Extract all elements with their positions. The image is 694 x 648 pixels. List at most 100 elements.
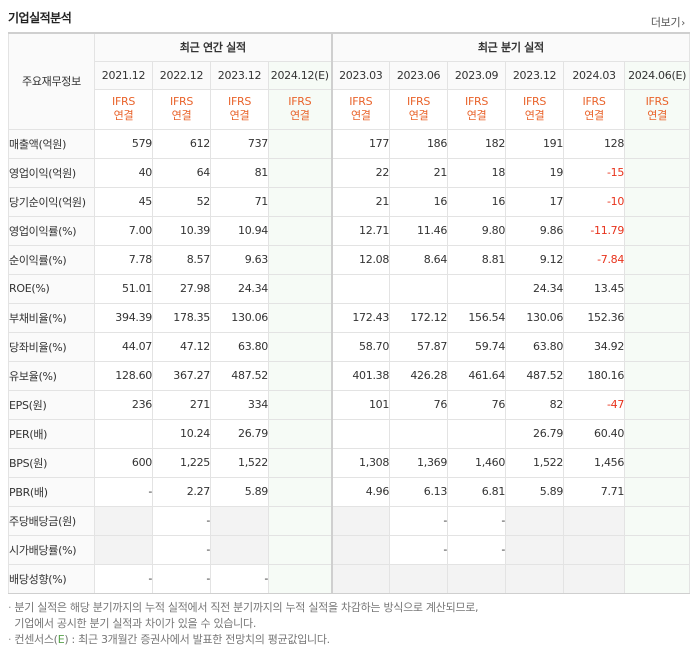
row-label: BPS(원) — [8, 447, 95, 478]
ifrs-basis: IFRS 연결 — [210, 88, 269, 130]
data-cell: 394.39 — [94, 302, 153, 333]
data-cell: -7.84 — [563, 244, 626, 275]
data-cell: 461.64 — [447, 360, 507, 391]
data-cell: 60.40 — [563, 418, 626, 449]
ifrs-basis: IFRS 연결 — [624, 88, 691, 130]
data-cell: 26.79 — [505, 418, 565, 449]
data-cell: 8.57 — [152, 244, 211, 275]
row-label: 매출액(억원) — [8, 128, 95, 159]
table-row: 유보율(%) 128.60 367.27 487.52 401.38 426.28 461.… — [8, 360, 691, 391]
data-cell — [505, 563, 565, 594]
data-cell — [94, 534, 153, 565]
ifrs-basis: IFRS 연결 — [505, 88, 565, 130]
footnote-1: · 분기 실적은 해당 분기까지의 누적 실적에서 직전 분기까지의 누적 실적… — [8, 601, 479, 614]
row-label: 당기순이익(억원) — [8, 186, 95, 217]
data-cell — [624, 128, 691, 159]
ifrs-basis: IFRS 연결 — [267, 88, 333, 130]
row-label: EPS(원) — [8, 389, 95, 420]
data-cell: 16 — [389, 186, 449, 217]
data-cell: - — [389, 505, 449, 536]
data-cell: 180.16 — [563, 360, 626, 391]
footnote-2: · 컨센서스(E) : 최근 3개월간 증권사에서 발표한 전망치의 평균값입니… — [8, 633, 330, 646]
data-cell: 177 — [330, 128, 391, 159]
data-cell: 186 — [389, 128, 449, 159]
data-cell: 4.96 — [330, 476, 391, 507]
data-cell: 24.34 — [210, 273, 269, 304]
data-cell — [624, 157, 691, 188]
data-cell: - — [389, 534, 449, 565]
data-cell: -47 — [563, 389, 626, 420]
data-cell: 76 — [447, 389, 507, 420]
data-cell: 271 — [152, 389, 211, 420]
data-cell: 579 — [94, 128, 153, 159]
data-cell — [94, 418, 153, 449]
data-cell — [624, 447, 691, 478]
ifrs-sub: 연결 — [113, 109, 134, 122]
data-cell — [267, 476, 333, 507]
data-cell — [267, 534, 333, 565]
data-cell — [624, 244, 691, 275]
data-cell — [389, 418, 449, 449]
data-cell: 172.12 — [389, 302, 449, 333]
ifrs-label: IFRS — [523, 95, 547, 108]
data-cell — [624, 331, 691, 362]
data-cell — [624, 505, 691, 536]
data-cell: 13.45 — [563, 273, 626, 304]
data-cell: 1,460 — [447, 447, 507, 478]
data-cell: -15 — [563, 157, 626, 188]
more-label: 더보기 — [650, 16, 681, 29]
data-cell — [624, 418, 691, 449]
row-label: PER(배) — [8, 418, 95, 449]
data-cell — [624, 302, 691, 333]
data-cell — [267, 244, 333, 275]
data-cell — [624, 215, 691, 246]
data-cell: 182 — [447, 128, 507, 159]
footnote-1-cont: 기업에서 공시한 분기 실적과 차이가 있을 수 있습니다. — [14, 617, 257, 630]
data-cell — [624, 476, 691, 507]
data-cell: 21 — [389, 157, 449, 188]
more-link[interactable]: 더보기› — [651, 14, 685, 30]
data-cell — [330, 418, 391, 449]
data-cell: 6.81 — [447, 476, 507, 507]
data-cell: 172.43 — [330, 302, 391, 333]
data-cell: - — [94, 563, 153, 594]
ifrs-label: IFRS — [170, 95, 193, 108]
data-cell: 26.79 — [210, 418, 269, 449]
period-header: 2023.03 — [330, 60, 391, 90]
data-cell — [447, 273, 507, 304]
financial-table: 주요재무정보 최근 연간 실적 최근 분기 실적 2021.12 2022.12 2… — [8, 32, 691, 594]
ifrs-sub: 연결 — [289, 109, 310, 122]
chevron-right-icon: › — [681, 18, 685, 29]
data-cell: 2.27 — [152, 476, 211, 507]
table-row: ROE(%) 51.01 27.98 24.34 24.34 13.45 — [8, 273, 691, 304]
data-cell: 1,308 — [330, 447, 391, 478]
table-row: 주당배당금(원) - - - — [8, 505, 691, 536]
data-cell: 130.06 — [210, 302, 269, 333]
data-cell: 7.78 — [94, 244, 153, 275]
data-cell: 10.24 — [152, 418, 211, 449]
data-cell — [330, 534, 391, 565]
row-label: 주당배당금(원) — [8, 505, 95, 536]
period-header: 2023.12 — [210, 60, 269, 90]
data-cell — [267, 505, 333, 536]
data-cell: 19 — [505, 157, 565, 188]
data-cell: 11.46 — [389, 215, 449, 246]
data-cell: - — [447, 505, 507, 536]
period-header: 2023.06 — [389, 60, 449, 90]
data-cell — [389, 563, 449, 594]
table-row: 매출액(억원) 579 612 737 177 186 182 191 128 — [8, 128, 691, 159]
table-row: 당기순이익(억원) 45 52 71 21 16 16 17 -10 — [8, 186, 691, 217]
row-label: PBR(배) — [8, 476, 95, 507]
data-cell: 18 — [447, 157, 507, 188]
footnotes: · 분기 실적은 해당 분기까지의 누적 실적에서 직전 분기까지의 누적 실적… — [8, 600, 479, 648]
data-cell: -10 — [563, 186, 626, 217]
data-cell: 1,522 — [210, 447, 269, 478]
data-cell: 9.80 — [447, 215, 507, 246]
data-cell: 737 — [210, 128, 269, 159]
data-cell: 130.06 — [505, 302, 565, 333]
data-cell: 21 — [330, 186, 391, 217]
data-cell — [330, 563, 391, 594]
data-cell — [624, 273, 691, 304]
ifrs-sub: 연결 — [171, 109, 192, 122]
